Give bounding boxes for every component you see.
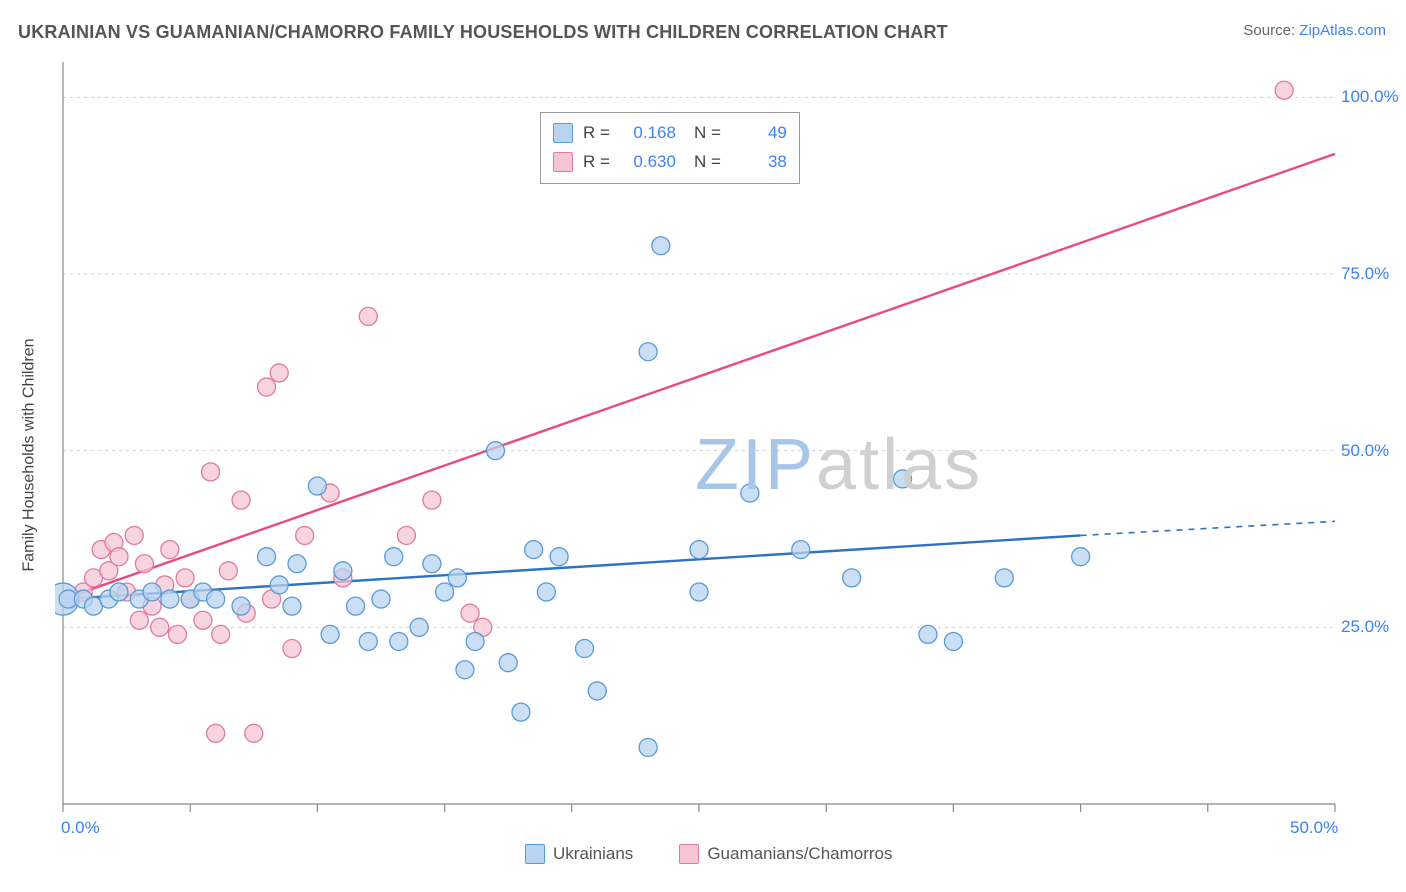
- swatch-ukrainians-bottom: [525, 844, 545, 864]
- source-prefix: Source:: [1243, 22, 1299, 39]
- legend-row-guamanians: R = 0.630 N = 38: [553, 148, 787, 177]
- y-tick-label: 25.0%: [1341, 617, 1389, 637]
- series-label-ukrainians: Ukrainians: [553, 844, 633, 864]
- series-label-guamanians: Guamanians/Chamorros: [707, 844, 892, 864]
- swatch-guamanians-bottom: [679, 844, 699, 864]
- legend-R-ukrainians: 0.168: [616, 119, 676, 148]
- legend-N-label-2: N =: [694, 148, 721, 177]
- chart-container: UKRAINIAN VS GUAMANIAN/CHAMORRO FAMILY H…: [0, 0, 1406, 892]
- source-attribution: Source: ZipAtlas.com: [1243, 22, 1386, 39]
- legend-R-label-2: R =: [583, 148, 610, 177]
- x-tick-label: 0.0%: [61, 818, 100, 838]
- legend-N-label: N =: [694, 119, 721, 148]
- y-tick-label: 50.0%: [1341, 441, 1389, 461]
- y-tick-label: 75.0%: [1341, 264, 1389, 284]
- plot-area: ZIPatlas R = 0.168 N = 49 R = 0.630 N = …: [55, 54, 1390, 834]
- correlation-legend: R = 0.168 N = 49 R = 0.630 N = 38: [540, 112, 800, 184]
- legend-row-ukrainians: R = 0.168 N = 49: [553, 119, 787, 148]
- legend-R-label: R =: [583, 119, 610, 148]
- legend-N-ukrainians: 49: [727, 119, 787, 148]
- chart-title: UKRAINIAN VS GUAMANIAN/CHAMORRO FAMILY H…: [18, 22, 948, 43]
- swatch-guamanians: [553, 152, 573, 172]
- x-tick-label: 50.0%: [1290, 818, 1338, 838]
- swatch-ukrainians: [553, 123, 573, 143]
- series-legend: Ukrainians Guamanians/Chamorros: [525, 844, 893, 864]
- y-tick-label: 100.0%: [1341, 87, 1399, 107]
- y-axis-label: Family Households with Children: [20, 339, 38, 572]
- source-link[interactable]: ZipAtlas.com: [1299, 22, 1386, 39]
- legend-R-guamanians: 0.630: [616, 148, 676, 177]
- legend-N-guamanians: 38: [727, 148, 787, 177]
